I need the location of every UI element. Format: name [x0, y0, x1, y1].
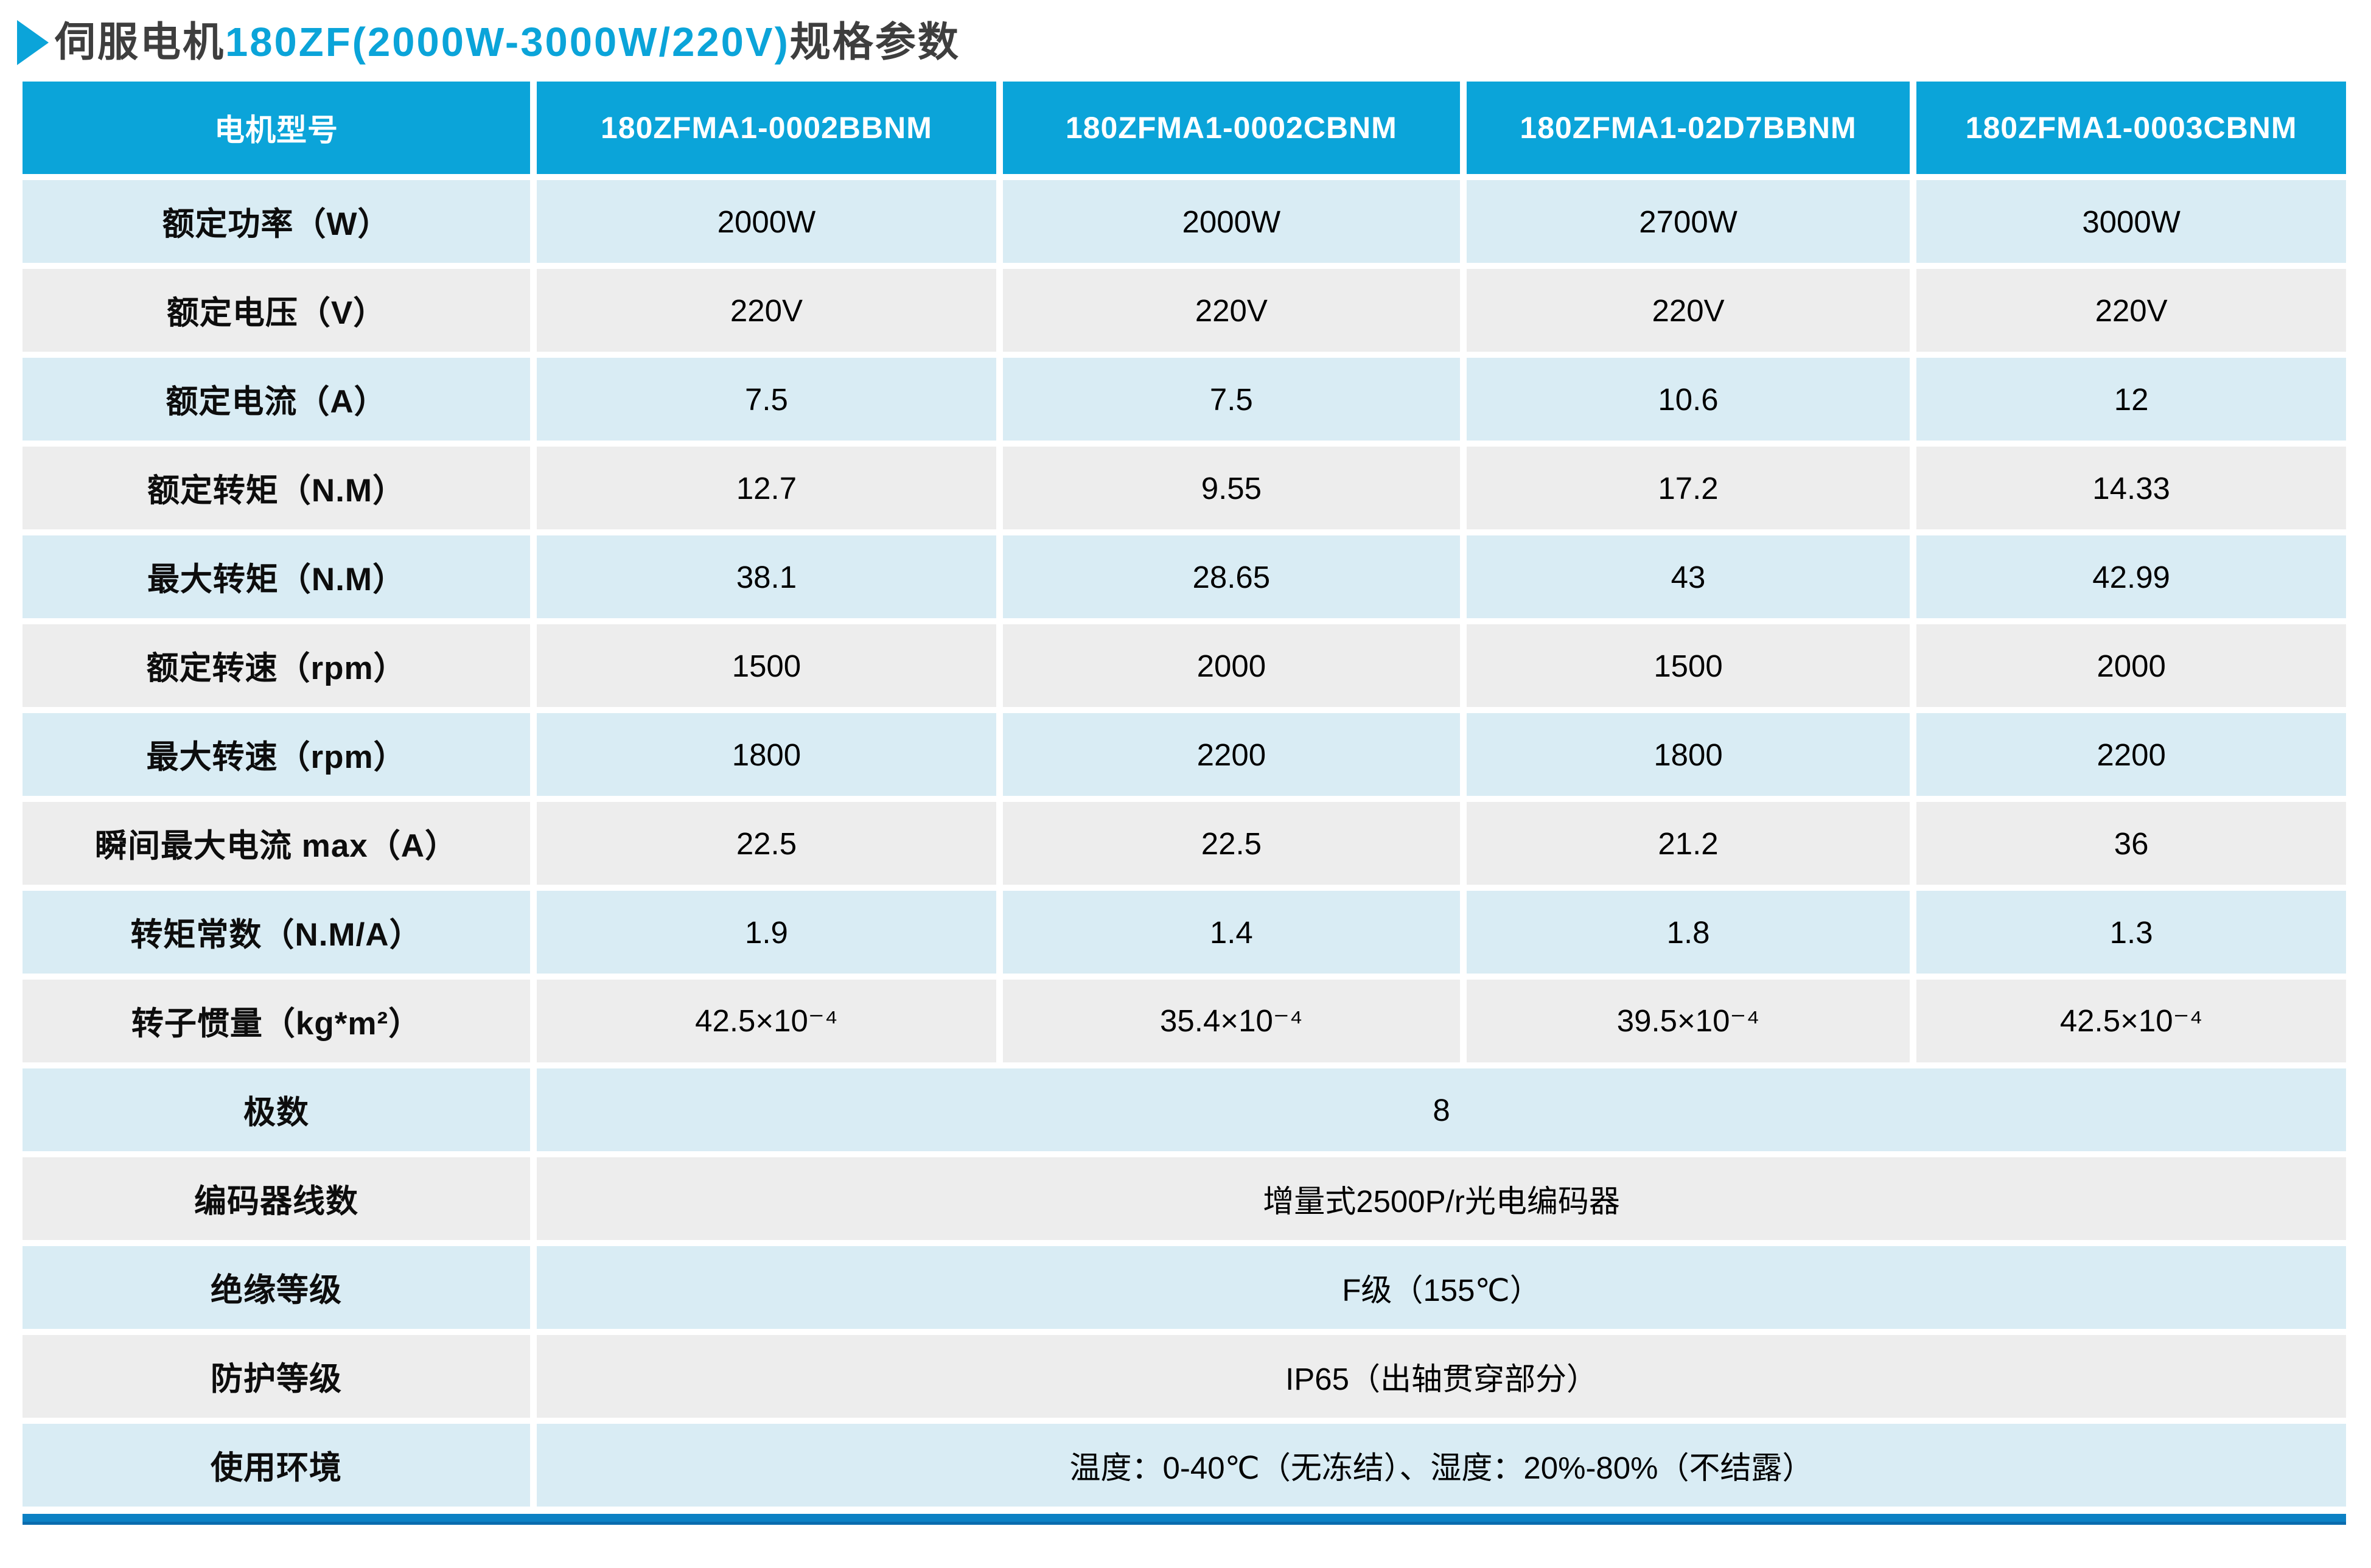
bottom-accent-bar — [23, 1514, 2346, 1525]
spec-cell: 39.5×10⁻⁴ — [1466, 980, 1910, 1062]
row-label: 使用环境 — [23, 1424, 531, 1507]
title-prefix: 伺服电机 — [55, 19, 225, 65]
table-row-instant-max-current: 瞬间最大电流 max（A） 22.5 22.5 21.2 36 — [23, 802, 2346, 885]
row-label: 极数 — [23, 1068, 531, 1151]
row-label: 最大转速（rpm） — [23, 713, 531, 796]
spec-cell-merged: IP65（出轴贯穿部分） — [537, 1335, 2346, 1418]
table-row-max-torque: 最大转矩（N.M） 38.1 28.65 43 42.99 — [23, 535, 2346, 618]
spec-cell: 22.5 — [1002, 802, 1460, 885]
row-label: 额定电流（A） — [23, 358, 531, 441]
spec-cell: 1500 — [537, 624, 996, 707]
spec-cell: 1800 — [1466, 713, 1910, 796]
table-row-encoder-lines: 编码器线数 增量式2500P/r光电编码器 — [23, 1157, 2346, 1240]
spec-cell: 17.2 — [1466, 447, 1910, 529]
page-title: 伺服电机180ZF(2000W-3000W/220V)规格参数 — [17, 13, 2371, 72]
title-suffix: 规格参数 — [789, 19, 960, 65]
row-label: 瞬间最大电流 max（A） — [23, 802, 531, 885]
spec-cell: 28.65 — [1002, 535, 1460, 618]
row-label: 额定功率（W） — [23, 180, 531, 263]
spec-cell: 12.7 — [537, 447, 996, 529]
column-header-motor-model: 电机型号 — [23, 82, 531, 174]
spec-cell: 1500 — [1466, 624, 1910, 707]
table-row-operating-environment: 使用环境 温度：0-40℃（无冻结）、湿度：20%-80%（不结露） — [23, 1424, 2346, 1507]
spec-cell: 9.55 — [1002, 447, 1460, 529]
column-header-model-1: 180ZFMA1-0002BBNM — [537, 82, 996, 174]
row-label: 额定转矩（N.M） — [23, 447, 531, 529]
spec-cell: 2000 — [1002, 624, 1460, 707]
spec-cell: 2000 — [1916, 624, 2346, 707]
row-label: 防护等级 — [23, 1335, 531, 1418]
spec-cell-merged: 增量式2500P/r光电编码器 — [537, 1157, 2346, 1240]
spec-cell: 10.6 — [1466, 358, 1910, 441]
spec-cell: 220V — [1002, 269, 1460, 352]
spec-cell: 2200 — [1002, 713, 1460, 796]
spec-cell: 1.3 — [1916, 891, 2346, 974]
table-row-rated-speed: 额定转速（rpm） 1500 2000 1500 2000 — [23, 624, 2346, 707]
spec-cell-merged: 8 — [537, 1068, 2346, 1151]
table-row-rated-torque: 额定转矩（N.M） 12.7 9.55 17.2 14.33 — [23, 447, 2346, 529]
spec-cell: 21.2 — [1466, 802, 1910, 885]
column-header-model-2: 180ZFMA1-0002CBNM — [1002, 82, 1460, 174]
spec-cell: 22.5 — [537, 802, 996, 885]
table-row-rated-power: 额定功率（W） 2000W 2000W 2700W 3000W — [23, 180, 2346, 263]
row-label: 绝缘等级 — [23, 1246, 531, 1329]
spec-cell: 14.33 — [1916, 447, 2346, 529]
spec-cell: 38.1 — [537, 535, 996, 618]
table-row-rated-voltage: 额定电压（V） 220V 220V 220V 220V — [23, 269, 2346, 352]
spec-cell: 1800 — [537, 713, 996, 796]
column-header-model-3: 180ZFMA1-02D7BBNM — [1466, 82, 1910, 174]
spec-cell: 43 — [1466, 535, 1910, 618]
spec-cell: 1.4 — [1002, 891, 1460, 974]
header-row: 电机型号 180ZFMA1-0002BBNM 180ZFMA1-0002CBNM… — [23, 82, 2346, 174]
row-label: 编码器线数 — [23, 1157, 531, 1240]
page-title-text: 伺服电机180ZF(2000W-3000W/220V)规格参数 — [55, 13, 960, 72]
spec-cell: 36 — [1916, 802, 2346, 885]
spec-cell: 42.5×10⁻⁴ — [1916, 980, 2346, 1062]
table-row-rated-current: 额定电流（A） 7.5 7.5 10.6 12 — [23, 358, 2346, 441]
spec-cell: 7.5 — [1002, 358, 1460, 441]
spec-cell: 3000W — [1916, 180, 2346, 263]
column-header-model-4: 180ZFMA1-0003CBNM — [1916, 82, 2346, 174]
spec-cell: 42.99 — [1916, 535, 2346, 618]
spec-cell: 1.8 — [1466, 891, 1910, 974]
spec-cell: 7.5 — [537, 358, 996, 441]
table-row-rotor-inertia: 转子惯量（kg*m²） 42.5×10⁻⁴ 35.4×10⁻⁴ 39.5×10⁻… — [23, 980, 2346, 1062]
spec-cell: 2000W — [537, 180, 996, 263]
spec-cell: 2700W — [1466, 180, 1910, 263]
spec-cell: 12 — [1916, 358, 2346, 441]
table-row-insulation-class: 绝缘等级 F级（155℃） — [23, 1246, 2346, 1329]
spec-cell: 35.4×10⁻⁴ — [1002, 980, 1460, 1062]
row-label: 最大转矩（N.M） — [23, 535, 531, 618]
spec-cell-merged: 温度：0-40℃（无冻结）、湿度：20%-80%（不结露） — [537, 1424, 2346, 1507]
row-label: 转矩常数（N.M/A） — [23, 891, 531, 974]
row-label: 额定电压（V） — [23, 269, 531, 352]
title-model-range: 180ZF(2000W-3000W/220V) — [225, 19, 790, 65]
table-row-pole-count: 极数 8 — [23, 1068, 2346, 1151]
spec-cell: 220V — [1466, 269, 1910, 352]
spec-cell: 2200 — [1916, 713, 2346, 796]
spec-cell: 2000W — [1002, 180, 1460, 263]
spec-cell: 42.5×10⁻⁴ — [537, 980, 996, 1062]
table-row-max-speed: 最大转速（rpm） 1800 2200 1800 2200 — [23, 713, 2346, 796]
row-label: 额定转速（rpm） — [23, 624, 531, 707]
spec-table: 电机型号 180ZFMA1-0002BBNM 180ZFMA1-0002CBNM… — [16, 75, 2353, 1513]
table-row-torque-constant: 转矩常数（N.M/A） 1.9 1.4 1.8 1.3 — [23, 891, 2346, 974]
spec-cell: 220V — [1916, 269, 2346, 352]
arrow-right-icon — [17, 20, 49, 65]
spec-cell-merged: F级（155℃） — [537, 1246, 2346, 1329]
spec-sheet-page: 伺服电机180ZF(2000W-3000W/220V)规格参数 电机型号 180… — [0, 13, 2371, 1568]
row-label: 转子惯量（kg*m²） — [23, 980, 531, 1062]
spec-cell: 220V — [537, 269, 996, 352]
spec-cell: 1.9 — [537, 891, 996, 974]
table-row-protection-class: 防护等级 IP65（出轴贯穿部分） — [23, 1335, 2346, 1418]
